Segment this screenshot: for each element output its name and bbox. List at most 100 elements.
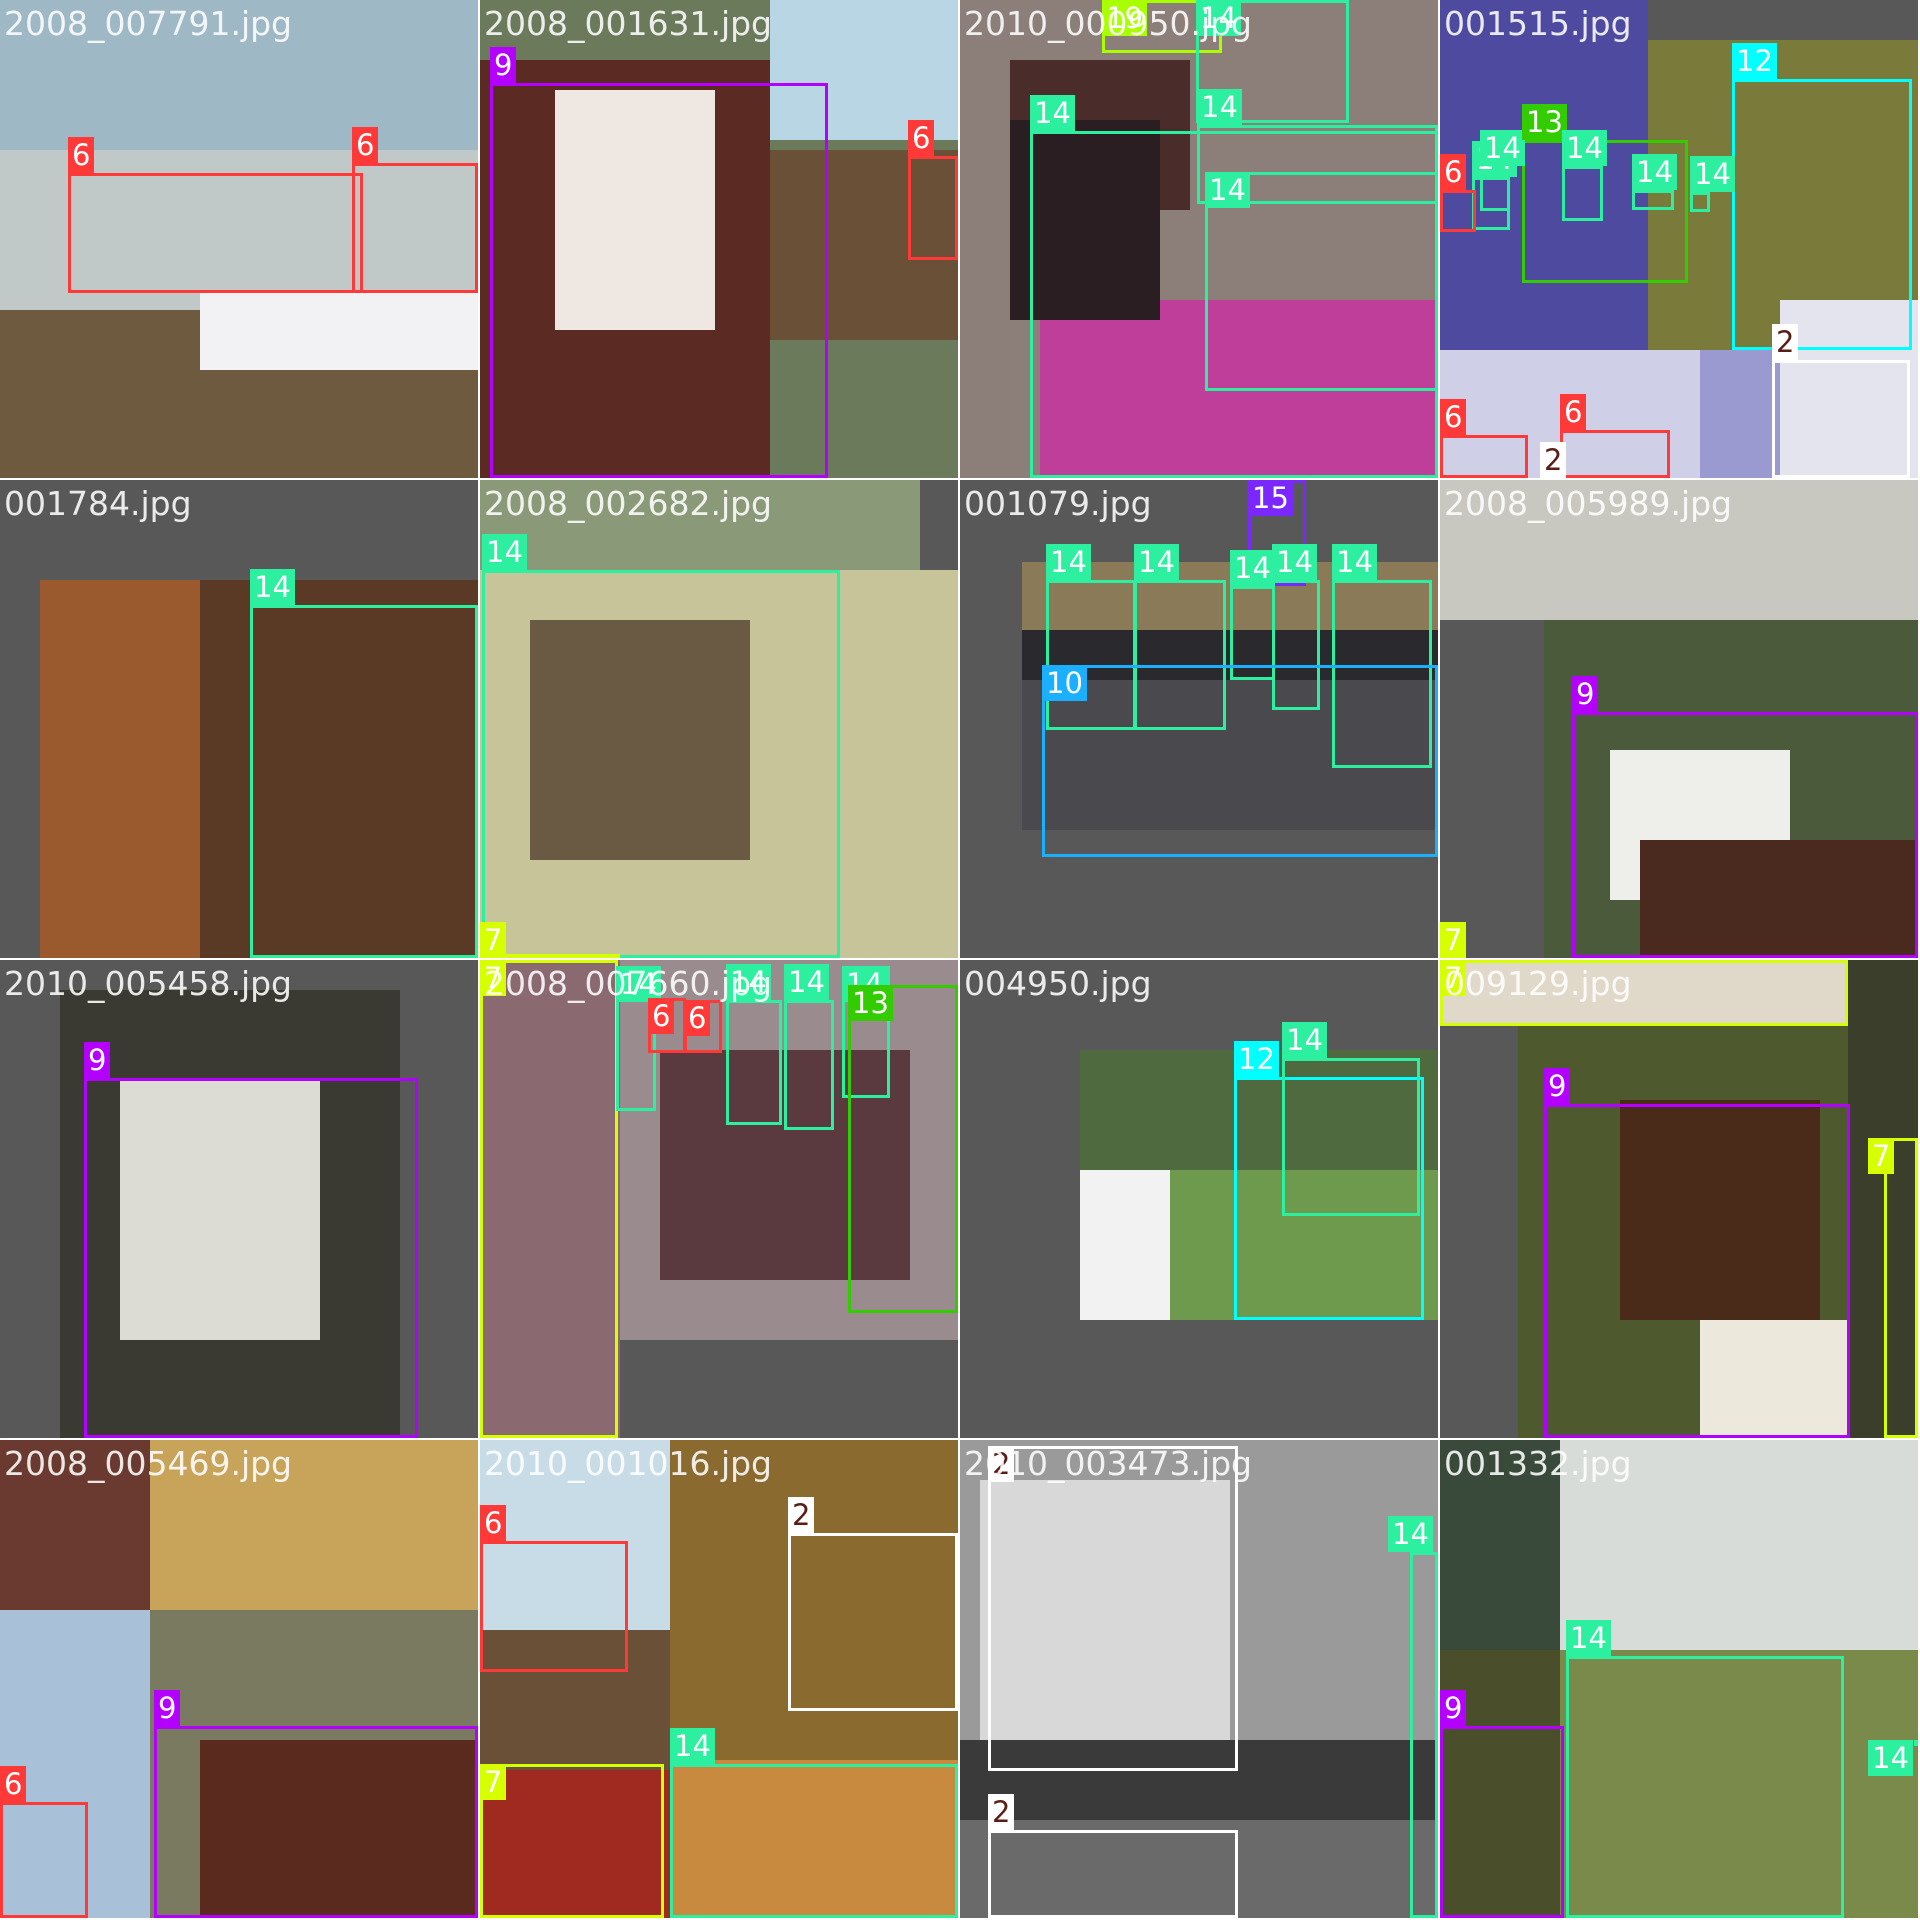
detection-label: 14 xyxy=(482,534,527,570)
detection-box xyxy=(1440,435,1528,478)
detection-box xyxy=(1197,125,1438,204)
detection-label: 14 xyxy=(1046,544,1091,580)
detection-label: 14 xyxy=(1030,95,1075,131)
detection-box xyxy=(848,985,958,1313)
mosaic-tile: 009129.jpg 7 9 7 xyxy=(1440,960,1918,1438)
detection-label: 9 xyxy=(84,1042,111,1078)
detection-label: 14 xyxy=(1282,1022,1327,1058)
detection-label: 9 xyxy=(1440,1690,1467,1726)
detection-label: 14 xyxy=(1388,1516,1433,1552)
detection-label: 7 xyxy=(480,922,507,958)
detection-box xyxy=(480,1541,628,1672)
detection-box xyxy=(250,605,478,958)
mosaic-tile: 2008_007791.jpg 6 6 xyxy=(0,0,478,478)
image-region xyxy=(480,1630,670,1790)
image-region xyxy=(1640,840,1918,958)
image-region xyxy=(480,960,620,1438)
image-region xyxy=(150,1440,478,1610)
detection-label: 14 xyxy=(1332,544,1377,580)
detection-box xyxy=(788,1533,958,1711)
image-region xyxy=(1080,1170,1170,1320)
detection-label: 7 xyxy=(480,960,507,996)
detection-label: 6 xyxy=(1440,399,1467,435)
detection-label: 14 xyxy=(1632,154,1677,190)
image-region xyxy=(200,580,478,958)
mosaic-tile: 2010_003473.jpg 2 14 2 xyxy=(960,1440,1438,1918)
detection-box xyxy=(1732,79,1912,350)
detection-box xyxy=(1914,1740,1918,1746)
detection-box xyxy=(908,156,958,260)
detection-box xyxy=(1410,1552,1438,1918)
detection-box xyxy=(1544,1104,1850,1438)
detection-box xyxy=(1205,172,1438,391)
tile-filename: 2008_005989.jpg xyxy=(1444,484,1733,523)
detection-box xyxy=(480,1764,664,1918)
mosaic-tile: 2010_005458.jpg 9 xyxy=(0,960,478,1438)
tile-filename: 2010_003473.jpg xyxy=(964,1444,1253,1483)
image-region xyxy=(1848,960,1918,1438)
detection-box xyxy=(1562,166,1603,221)
detection-box xyxy=(1560,430,1670,478)
detection-label: 6 xyxy=(684,1000,711,1036)
tile-filename: 2010_005458.jpg xyxy=(4,964,293,1003)
detection-label: 14 xyxy=(1272,544,1317,580)
detection-label: 6 xyxy=(352,127,379,163)
detection-box xyxy=(726,1000,782,1125)
image-region xyxy=(530,620,750,860)
image-region xyxy=(480,1770,670,1918)
detection-box xyxy=(1566,1656,1844,1918)
detection-label: 15 xyxy=(1248,480,1293,516)
mosaic-tile: 001079.jpg 15 14 14 14 14 14 10 xyxy=(960,480,1438,958)
detection-label: 14 xyxy=(670,1728,715,1764)
tile-filename: 001515.jpg xyxy=(1444,4,1632,43)
detection-box xyxy=(1282,1058,1420,1216)
detection-label: 14 xyxy=(1690,156,1735,192)
detection-box xyxy=(482,570,840,958)
detection-label: 10 xyxy=(1042,665,1087,701)
detection-box xyxy=(1772,360,1910,478)
image-region xyxy=(120,1080,320,1340)
detection-label: 6 xyxy=(480,1505,507,1541)
detection-box xyxy=(154,1726,478,1918)
image-region xyxy=(1560,1650,1918,1918)
image-region xyxy=(960,1740,1438,1820)
mosaic-tile: 001332.jpg 14 9 14 xyxy=(1440,1440,1918,1918)
detection-box xyxy=(1196,0,1349,123)
detection-label: 9 xyxy=(490,47,517,83)
image-region xyxy=(1780,300,1918,478)
detection-box xyxy=(490,83,828,478)
mosaic-tile: 2010_000950.jpg 19 14 14 14 14 xyxy=(960,0,1438,478)
detection-label: 2 xyxy=(1772,324,1799,360)
detection-label: 6 xyxy=(1560,394,1587,430)
image-region xyxy=(670,1440,958,1760)
detection-box xyxy=(1234,1077,1424,1320)
detection-label: 9 xyxy=(154,1690,181,1726)
tile-filename: 001784.jpg xyxy=(4,484,192,523)
tile-filename: 2008_007660.jpg xyxy=(484,964,773,1003)
tile-filename: 001079.jpg xyxy=(964,484,1152,523)
detection-box xyxy=(784,1000,834,1130)
detection-label: 14 xyxy=(1566,1620,1611,1656)
mosaic-tile: 001784.jpg 14 xyxy=(0,480,478,958)
detection-label: 13 xyxy=(1522,104,1567,140)
detection-label: 14 xyxy=(1134,544,1179,580)
detection-label: 6 xyxy=(648,998,675,1034)
mosaic-tile: 2010_001016.jpg 6 2 14 7 xyxy=(480,1440,958,1918)
image-region xyxy=(1440,960,1848,1026)
detection-box xyxy=(1440,190,1476,232)
image-region xyxy=(200,1740,478,1918)
tile-filename: 004950.jpg xyxy=(964,964,1152,1003)
detection-label: 14 xyxy=(1196,0,1241,36)
detection-box xyxy=(0,1802,88,1918)
detection-label: 19 xyxy=(1102,0,1147,36)
detection-label: 7 xyxy=(1868,1138,1895,1174)
image-region xyxy=(200,290,478,370)
mosaic-tile: 2008_002682.jpg 14 7 xyxy=(480,480,958,958)
detection-box xyxy=(1884,1138,1918,1438)
detection-label: 14 xyxy=(1562,130,1607,166)
detection-label: 14 xyxy=(1205,172,1250,208)
detection-box xyxy=(1332,580,1432,768)
detection-box xyxy=(352,163,478,293)
image-region xyxy=(1010,120,1160,320)
